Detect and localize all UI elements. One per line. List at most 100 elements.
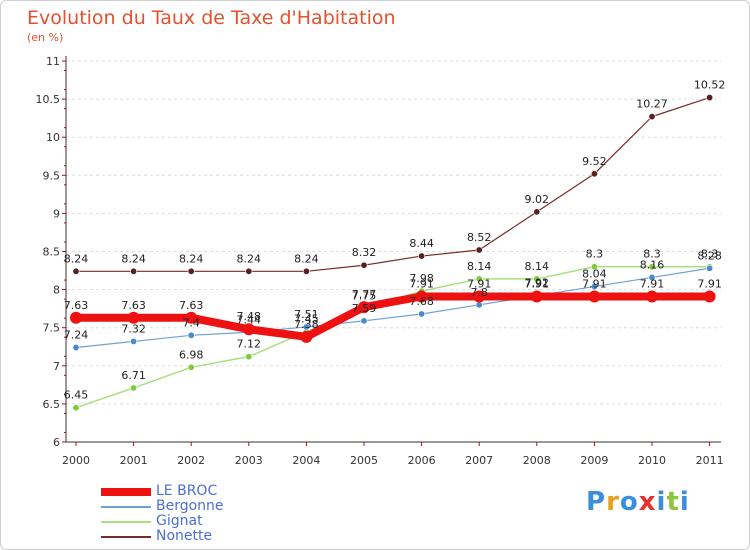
data-point-bergonne: [72, 344, 80, 352]
data-label-gignat: 8.14: [467, 260, 492, 273]
data-label-bergonne: 8.28: [697, 249, 722, 262]
series-line-nonette: [75, 96, 711, 272]
y-tick-label: 7: [53, 360, 60, 373]
legend-swatch: [101, 488, 151, 496]
data-label-bergonne: 7.8: [470, 286, 488, 299]
x-tick-label: 2007: [465, 454, 493, 467]
data-label-gignat: 8.14: [525, 260, 550, 273]
data-point-le-broc: [70, 311, 82, 324]
legend-label: Nonette: [156, 528, 213, 544]
data-point-nonette: [648, 113, 656, 121]
legend-label: Gignat: [156, 513, 203, 529]
data-label-le-broc: 7.63: [179, 299, 204, 312]
x-tick-label: 2004: [292, 454, 320, 467]
data-point-nonette: [590, 170, 598, 178]
data-label-bergonne: 7.59: [352, 302, 377, 315]
data-point-gignat: [245, 353, 253, 361]
y-tick-label: 10.5: [36, 93, 61, 106]
data-point-le-broc: [703, 290, 716, 303]
data-point-le-broc: [185, 311, 198, 324]
x-tick-label: 2003: [235, 454, 263, 467]
data-point-bergonne: [475, 301, 483, 309]
legend-label: Bergonne: [156, 498, 224, 514]
x-tick-label: 2001: [120, 454, 148, 467]
data-label-gignat: 8.3: [701, 248, 719, 261]
y-tick-label: 10: [46, 131, 60, 144]
y-tick-label: 11: [46, 55, 60, 68]
data-point-le-broc: [646, 290, 658, 303]
data-label-bergonne: 7.68: [409, 295, 434, 308]
data-point-bergonne: [302, 323, 310, 331]
data-label-nonette: 10.52: [694, 79, 726, 92]
legend-swatch: [101, 521, 151, 523]
data-point-nonette: [533, 208, 541, 216]
data-label-nonette: 8.52: [467, 231, 492, 244]
data-point-gignat: [72, 404, 80, 412]
data-label-le-broc: 7.91: [582, 277, 607, 290]
x-tick-label: 2010: [638, 454, 666, 467]
data-label-gignat: 6.71: [121, 369, 146, 382]
data-point-nonette: [245, 267, 253, 275]
x-tick-label: 2005: [350, 454, 378, 467]
legend-swatch: [101, 536, 151, 538]
data-label-le-broc: 7.63: [64, 299, 89, 312]
x-tick-label: 2006: [408, 454, 436, 467]
data-label-le-broc: 7.91: [640, 277, 665, 290]
data-label-le-broc: 7.63: [121, 299, 146, 312]
data-label-gignat: 7.98: [409, 272, 434, 285]
data-point-bergonne: [418, 310, 426, 318]
data-point-le-broc: [588, 290, 601, 303]
data-point-gignat: [130, 384, 138, 392]
data-point-nonette: [187, 267, 195, 275]
data-point-bergonne: [590, 283, 598, 291]
data-point-bergonne: [648, 273, 656, 281]
data-point-nonette: [418, 252, 426, 260]
logo-letter: t: [666, 487, 680, 517]
data-point-gignat: [590, 263, 598, 271]
y-tick-label: 8.5: [43, 246, 61, 259]
series-line-bergonne: [75, 267, 711, 349]
proxiti-logo: Proxiti: [586, 487, 690, 517]
data-label-nonette: 9.02: [525, 193, 550, 206]
data-label-gignat: 7.12: [237, 338, 262, 351]
data-label-bergonne: 7.44: [237, 313, 262, 326]
data-point-gignat: [648, 263, 656, 271]
chart-title: Evolution du Taux de Taxe d'Habitation: [27, 7, 396, 29]
data-label-bergonne: 7.4: [182, 316, 200, 329]
data-label-bergonne: 7.92: [525, 277, 550, 290]
logo-letter: x: [638, 487, 657, 517]
data-label-gignat: 8.3: [643, 248, 661, 261]
y-tick-label: 8: [53, 284, 60, 297]
data-point-gignat: [475, 275, 483, 283]
data-label-nonette: 8.24: [64, 252, 89, 265]
data-label-gignat: 7.75: [352, 290, 377, 303]
data-point-nonette: [130, 267, 138, 275]
x-tick-label: 2009: [580, 454, 608, 467]
data-label-nonette: 8.32: [352, 246, 377, 259]
data-point-le-broc: [242, 323, 255, 336]
legend-swatch: [101, 506, 151, 508]
x-tick-label: 2000: [62, 454, 90, 467]
data-label-nonette: 8.24: [121, 252, 146, 265]
data-point-bergonne: [187, 331, 195, 339]
y-tick-label: 9.5: [43, 169, 61, 182]
chart-unit-label: (en %): [27, 31, 64, 44]
data-point-nonette: [706, 94, 714, 102]
data-point-le-broc: [300, 330, 313, 343]
data-point-nonette: [475, 246, 483, 254]
data-label-gignat: 8.3: [586, 248, 604, 261]
data-point-bergonne: [130, 337, 138, 345]
data-label-le-broc: 7.38: [294, 318, 319, 331]
data-label-nonette: 8.24: [237, 252, 262, 265]
data-label-nonette: 8.24: [294, 252, 319, 265]
data-label-gignat: 7.45: [294, 313, 319, 326]
data-label-bergonne: 7.51: [294, 308, 319, 321]
data-point-bergonne: [706, 264, 714, 272]
data-label-bergonne: 8.16: [640, 258, 665, 271]
y-tick-label: 6: [53, 436, 60, 449]
data-label-nonette: 8.24: [179, 252, 204, 265]
data-point-le-broc: [415, 290, 428, 303]
legend-label: LE BROC: [156, 483, 218, 499]
